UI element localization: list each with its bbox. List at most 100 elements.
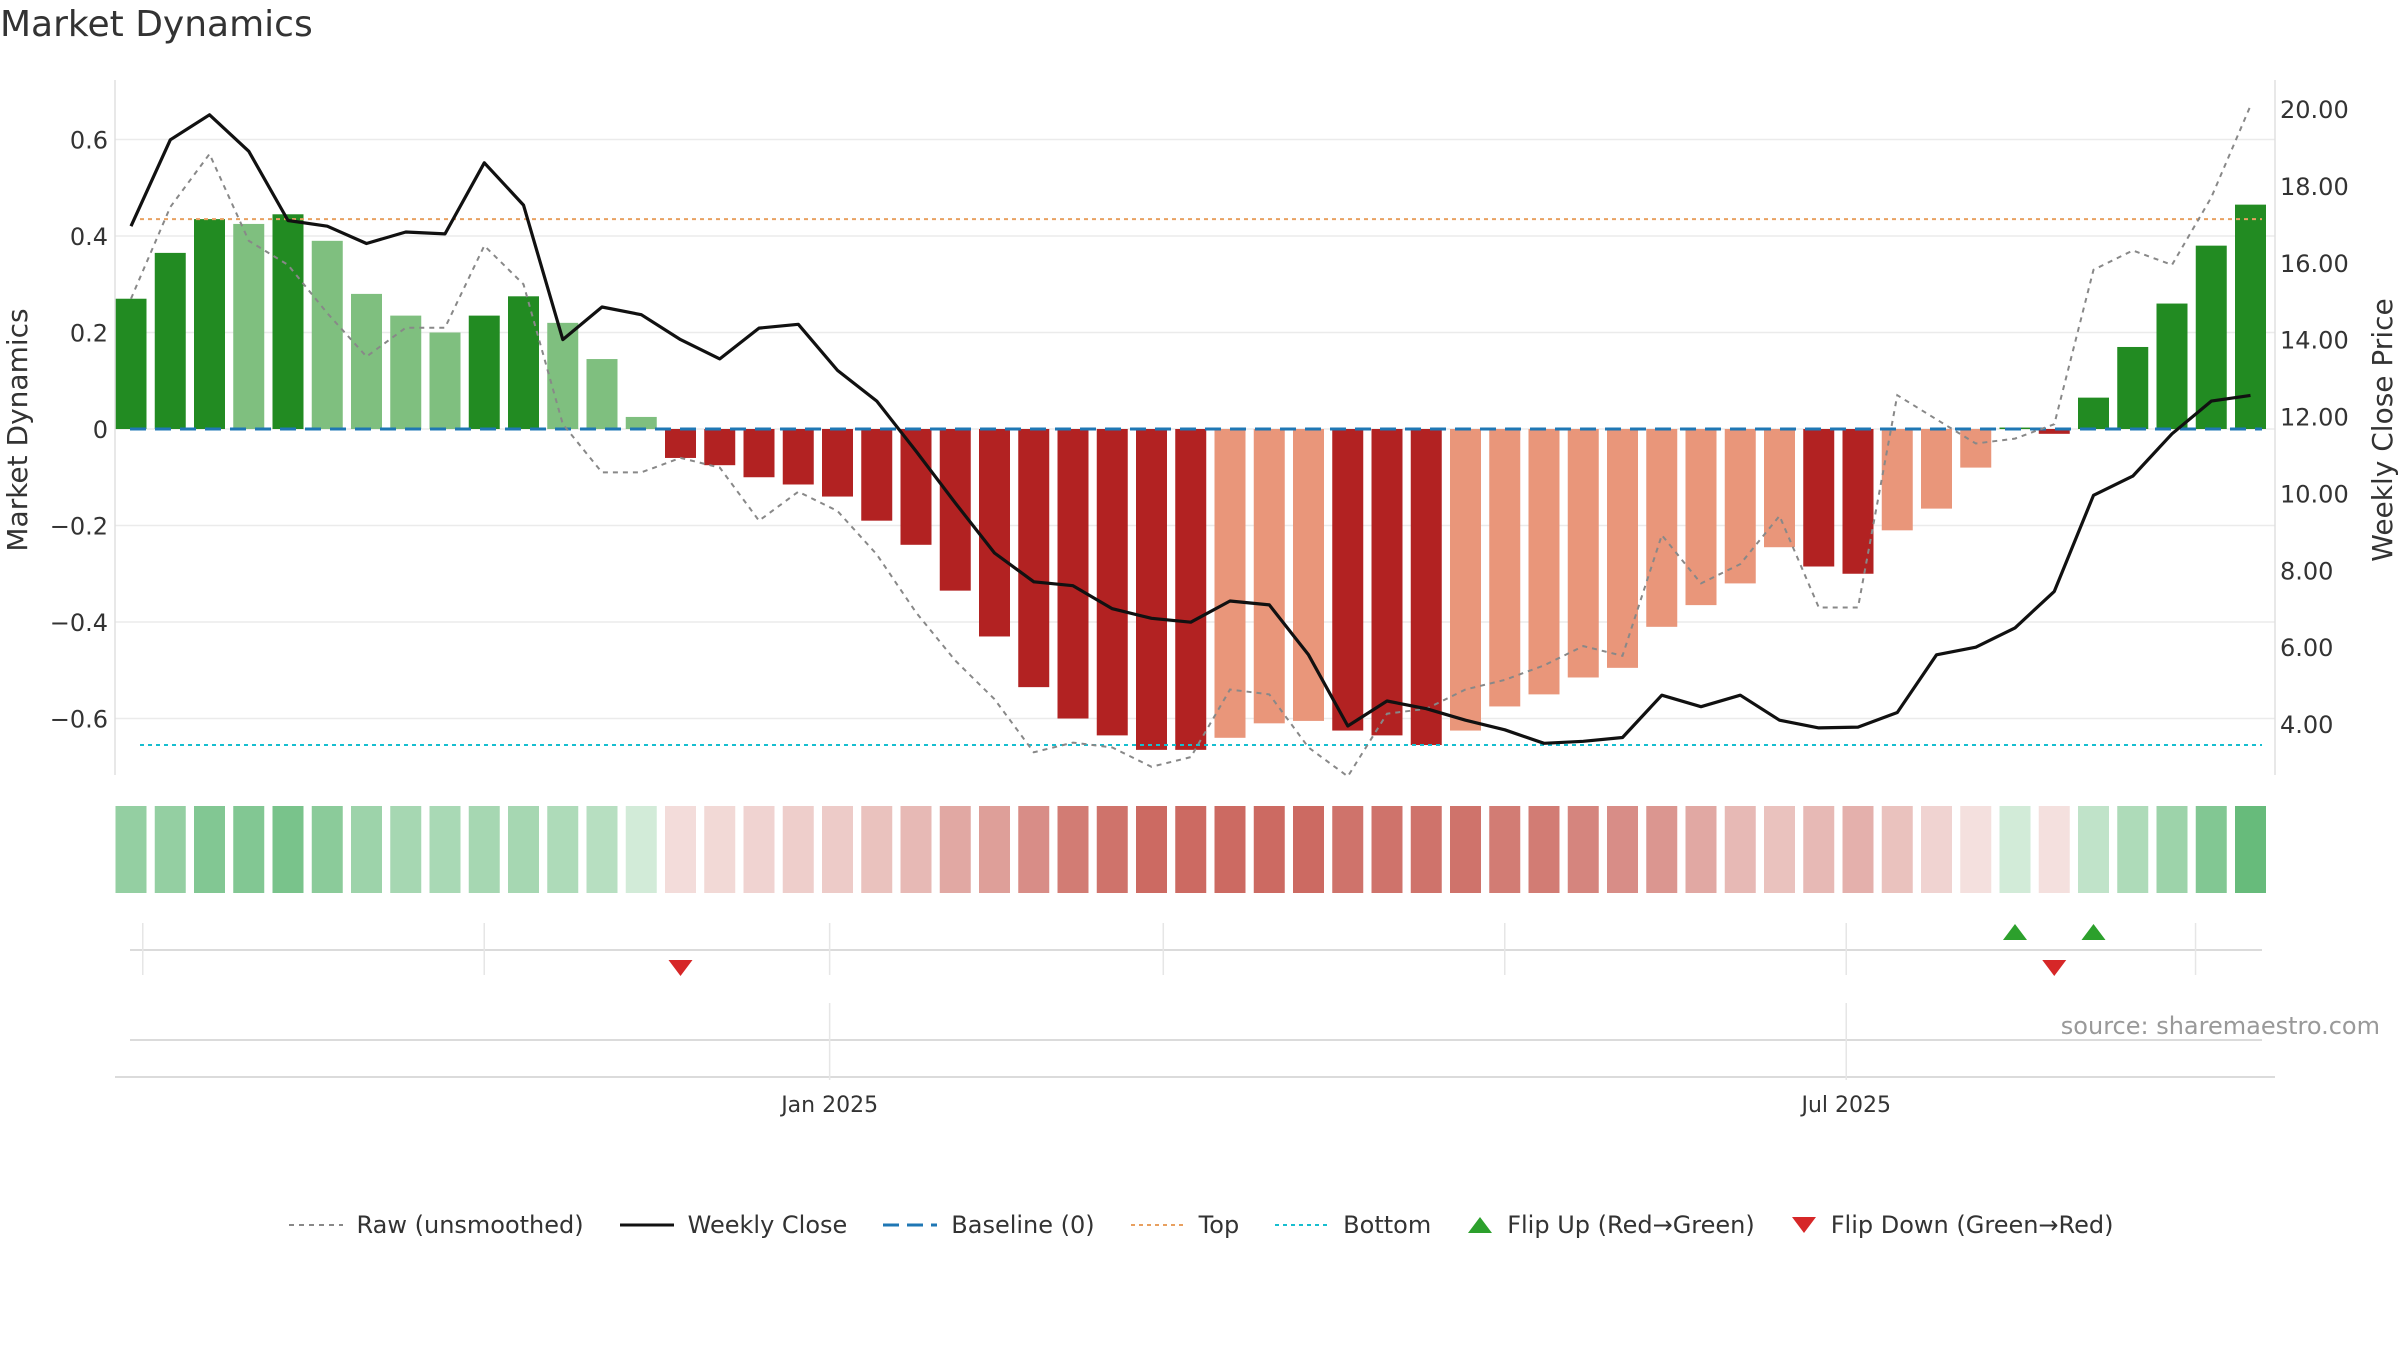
intensity-cell bbox=[1175, 806, 1207, 893]
intensity-cell bbox=[1764, 806, 1795, 893]
source-note: source: sharemaestro.com bbox=[2060, 1012, 2380, 1040]
legend-close-icon bbox=[619, 1223, 674, 1227]
triangle-down-icon bbox=[1791, 1217, 1816, 1233]
legend-item-flip-up[interactable]: Flip Up (Red→Green) bbox=[1465, 1211, 1755, 1239]
y2-tick-label: 10.00 bbox=[2280, 480, 2349, 508]
intensity-cell bbox=[979, 806, 1010, 893]
legend-item-raw[interactable]: Raw (unsmoothed) bbox=[287, 1211, 584, 1239]
bar bbox=[1567, 429, 1599, 678]
weekly-close-line bbox=[129, 113, 2251, 745]
legend-item-top[interactable]: Top bbox=[1129, 1211, 1240, 1239]
x-tick-label: Jul 2025 bbox=[1799, 1093, 1891, 1118]
legend-raw-icon bbox=[288, 1224, 343, 1226]
intensity-cell bbox=[115, 806, 147, 893]
bar bbox=[1057, 429, 1089, 719]
legend-item-close[interactable]: Weekly Close bbox=[618, 1211, 847, 1239]
intensity-cell bbox=[1136, 806, 1167, 893]
bar bbox=[1136, 429, 1167, 750]
intensity-cell bbox=[468, 806, 500, 893]
intensity-cell bbox=[311, 806, 343, 893]
y-tick-label: 0 bbox=[93, 416, 108, 444]
bars-layer bbox=[115, 204, 2266, 750]
intensity-cell bbox=[429, 806, 461, 893]
intensity-cell bbox=[822, 806, 853, 893]
bar bbox=[704, 429, 736, 466]
bar bbox=[665, 429, 696, 458]
y2-tick-label: 6.00 bbox=[2280, 634, 2333, 662]
legend-label: Flip Down (Green→Red) bbox=[1830, 1211, 2114, 1239]
intensity-cell bbox=[1567, 806, 1599, 893]
bar bbox=[508, 296, 539, 429]
y2-tick-label: 16.00 bbox=[2280, 250, 2349, 278]
bar bbox=[2038, 429, 2070, 434]
bar bbox=[194, 219, 225, 429]
bar bbox=[1489, 429, 1521, 707]
intensity-cell bbox=[1960, 806, 1992, 893]
intensity-cell bbox=[939, 806, 971, 893]
bar bbox=[822, 429, 853, 497]
intensity-cell bbox=[1999, 806, 2031, 893]
y-axis-title: Market Dynamics bbox=[1, 308, 34, 551]
chart-title: Market Dynamics bbox=[0, 4, 313, 45]
y2-tick-label: 12.00 bbox=[2280, 404, 2349, 432]
legend-bottom-icon bbox=[1275, 1224, 1330, 1226]
bar bbox=[468, 315, 500, 429]
bar bbox=[1253, 429, 1285, 724]
intensity-cell bbox=[154, 806, 186, 893]
legend-item-flip-down[interactable]: Flip Down (Green→Red) bbox=[1789, 1211, 2114, 1239]
intensity-cell bbox=[2078, 806, 2109, 893]
intensity-cell bbox=[1410, 806, 1442, 893]
bar bbox=[154, 252, 186, 429]
bar bbox=[1450, 429, 1481, 731]
legend-baseline-icon bbox=[883, 1223, 938, 1227]
flip-panel bbox=[115, 923, 2275, 1080]
y-tick-label: 0.2 bbox=[70, 320, 108, 348]
legend-label: Baseline (0) bbox=[951, 1211, 1095, 1239]
bar bbox=[1764, 429, 1795, 548]
flip-down-marker bbox=[2042, 960, 2067, 976]
legend-label: Bottom bbox=[1343, 1211, 1432, 1239]
y2-tick-label: 18.00 bbox=[2280, 173, 2349, 201]
chart-svg: 0.6 0.4 0.2 0 −0.2 −0.4 −0.6 20.00 18.00 16.00 14.… bbox=[1, 80, 2399, 1118]
intensity-cell bbox=[1921, 806, 1952, 893]
intensity-cell bbox=[1253, 806, 1285, 893]
intensity-cell bbox=[586, 806, 618, 893]
legend-item-bottom[interactable]: Bottom bbox=[1273, 1211, 1431, 1239]
bar bbox=[1175, 429, 1207, 750]
intensity-cell bbox=[233, 806, 265, 893]
bar bbox=[979, 429, 1010, 637]
legend: Raw (unsmoothed) Weekly Close Baseline (… bbox=[0, 1205, 2400, 1245]
legend-label: Raw (unsmoothed) bbox=[356, 1211, 584, 1239]
triangle-up-icon bbox=[1468, 1217, 1493, 1233]
bar bbox=[311, 240, 343, 429]
legend-item-baseline[interactable]: Baseline (0) bbox=[881, 1211, 1095, 1239]
intensity-cell bbox=[743, 806, 775, 893]
intensity-cell bbox=[351, 806, 382, 893]
y-tick-label: 0.6 bbox=[70, 127, 108, 155]
intensity-cell bbox=[1803, 806, 1835, 893]
legend-label: Flip Up (Red→Green) bbox=[1507, 1211, 1755, 1239]
y2-tick-label: 4.00 bbox=[2280, 711, 2333, 739]
bar bbox=[861, 429, 893, 521]
bar bbox=[1685, 429, 1717, 606]
raw-series-line bbox=[130, 105, 2252, 778]
intensity-cell bbox=[1685, 806, 1717, 893]
bar bbox=[1960, 429, 1992, 468]
legend-label: Top bbox=[1198, 1211, 1240, 1239]
intensity-cell bbox=[2156, 806, 2188, 893]
bar bbox=[1803, 429, 1835, 567]
intensity-cell bbox=[704, 806, 736, 893]
bar bbox=[233, 223, 265, 429]
lines-layer bbox=[129, 105, 2262, 778]
intensity-cell bbox=[1607, 806, 1638, 893]
bar bbox=[115, 298, 147, 429]
bar bbox=[429, 332, 461, 429]
intensity-cell bbox=[1646, 806, 1678, 893]
bar bbox=[1881, 429, 1913, 531]
bar bbox=[1096, 429, 1128, 736]
intensity-cell bbox=[665, 806, 696, 893]
y2-tick-label: 14.00 bbox=[2280, 327, 2349, 355]
intensity-cell bbox=[1724, 806, 1756, 893]
intensity-cell bbox=[1881, 806, 1913, 893]
intensity-cell bbox=[1528, 806, 1560, 893]
